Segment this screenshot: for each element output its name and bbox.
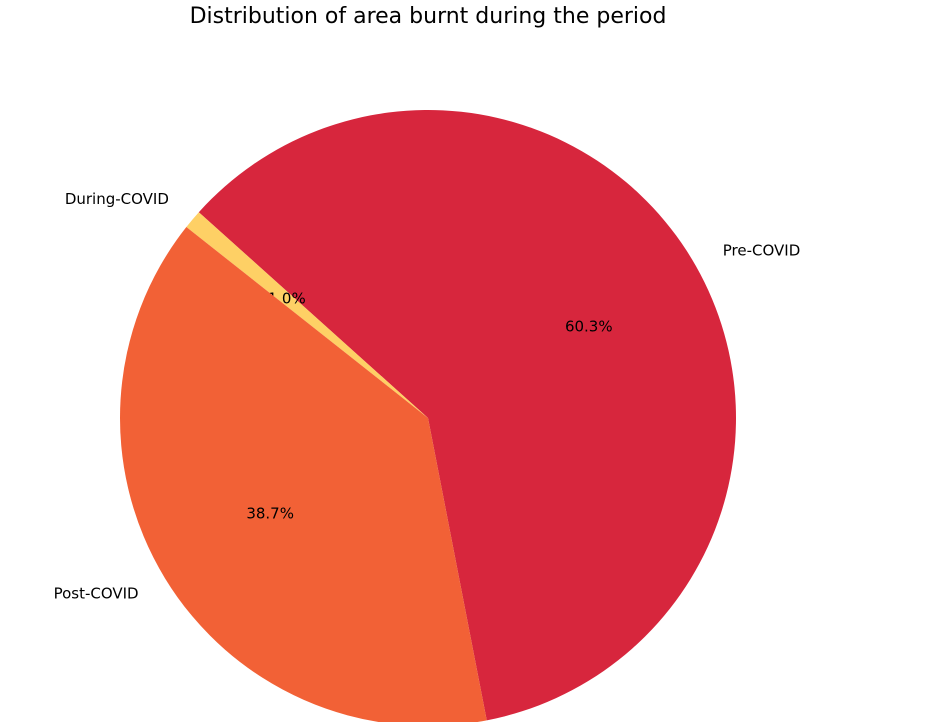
chart-title: Distribution of area burnt during the pe…	[190, 4, 667, 29]
value-label: 38.7%	[246, 505, 294, 523]
slice-label: Pre-COVID	[723, 241, 801, 259]
value-label: 60.3%	[565, 317, 613, 335]
slice-label: Post-COVID	[54, 585, 139, 603]
pie-slice	[198, 110, 737, 721]
pie-slice	[186, 212, 428, 418]
slice-label: During-COVID	[65, 190, 169, 208]
pie-slice	[120, 227, 487, 722]
